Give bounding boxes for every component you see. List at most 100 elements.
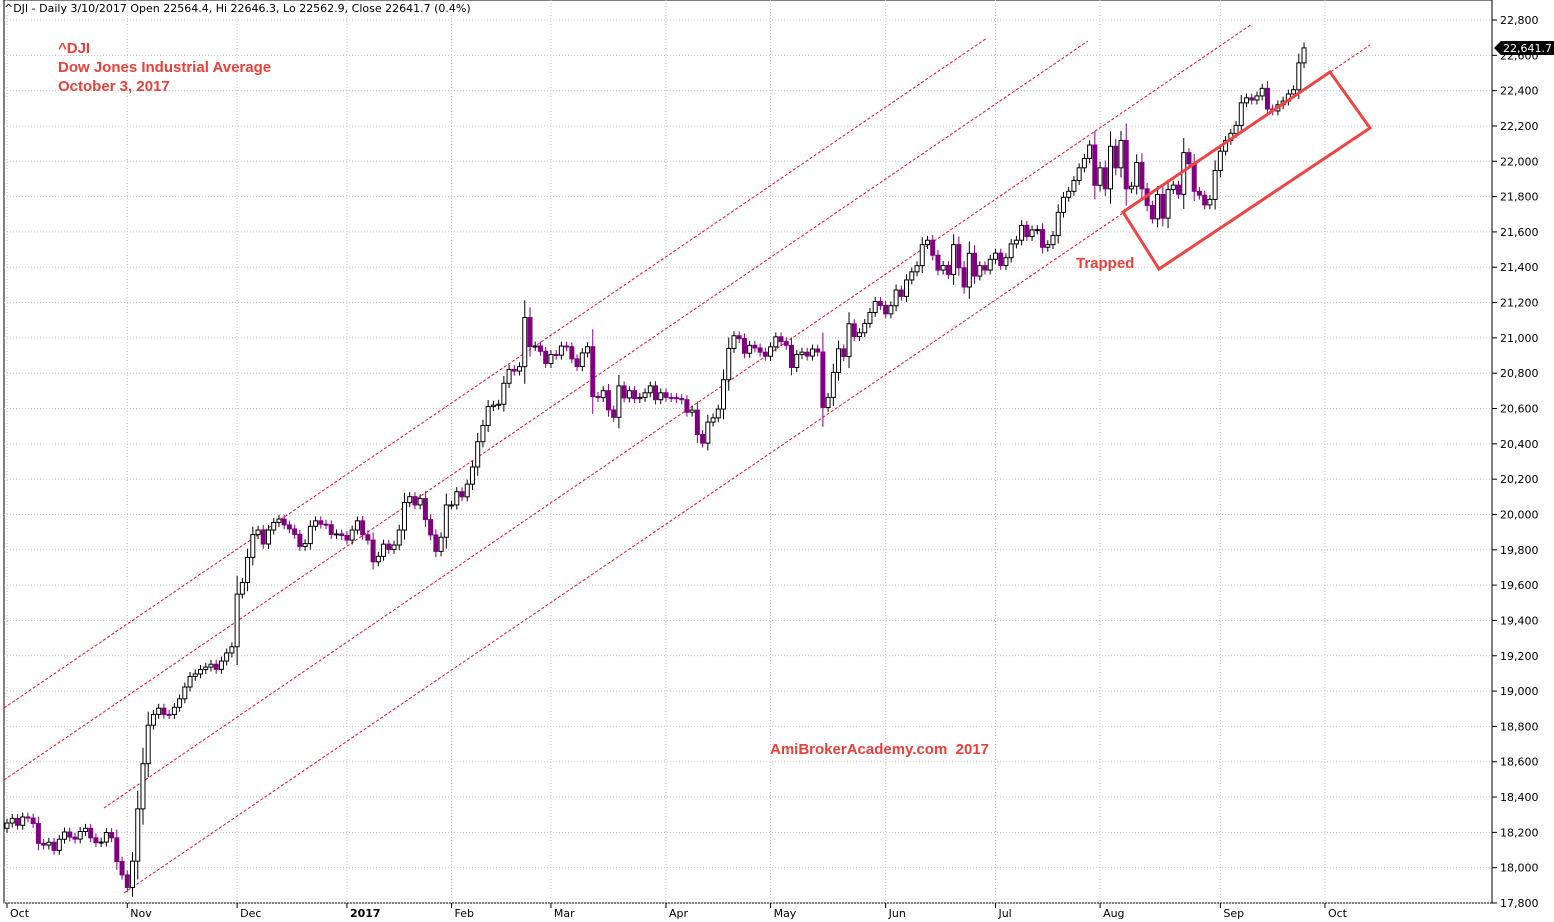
candle: [130, 851, 136, 897]
candle: [794, 349, 800, 373]
candle: [501, 375, 507, 412]
candle: [872, 297, 878, 317]
candle: [354, 516, 360, 535]
candle: [245, 548, 251, 592]
candle: [600, 386, 606, 402]
candle: [323, 519, 329, 530]
candle: [454, 487, 460, 510]
candle: [103, 828, 109, 847]
candle: [1244, 93, 1250, 108]
candle: [422, 491, 428, 527]
candle: [449, 500, 455, 510]
candle: [1024, 220, 1030, 241]
candle: [752, 340, 758, 353]
candle: [140, 747, 146, 825]
candle: [579, 348, 585, 372]
y-tick-label: 21,800: [1500, 191, 1539, 204]
y-tick-label: 22,200: [1500, 120, 1539, 133]
trapped-box: [1120, 69, 1373, 272]
candle: [930, 234, 936, 261]
candle: [72, 832, 78, 844]
candle: [82, 823, 88, 836]
candle: [496, 399, 502, 410]
x-tick-label: Sep: [1223, 907, 1244, 920]
candle: [506, 364, 512, 389]
y-tick-label: 21,600: [1500, 226, 1539, 239]
x-tick-label: May: [774, 907, 797, 920]
candle: [862, 318, 868, 338]
candle: [585, 342, 591, 358]
candle: [229, 642, 235, 658]
candle: [396, 524, 402, 551]
candle: [522, 300, 528, 384]
x-tick-label: Dec: [240, 907, 261, 920]
candle: [553, 350, 559, 360]
candle: [1254, 91, 1260, 105]
y-tick-label: 22,800: [1500, 14, 1539, 27]
candle: [203, 662, 209, 674]
candle: [778, 332, 784, 347]
candle: [1196, 186, 1202, 200]
candle: [297, 530, 303, 551]
candle: [1217, 144, 1223, 178]
candle: [621, 381, 627, 403]
candle: [611, 405, 617, 422]
candle: [459, 487, 465, 502]
ticker-label: ^DJI: [58, 40, 90, 57]
candle: [574, 354, 580, 371]
candle: [381, 539, 387, 561]
candle: [564, 341, 570, 352]
candle: [1118, 130, 1124, 178]
channel-line: [103, 23, 1253, 809]
candle: [56, 834, 62, 855]
candle: [318, 516, 324, 529]
candle: [721, 369, 727, 420]
candle: [898, 285, 904, 301]
candle: [736, 331, 742, 344]
candle: [1264, 81, 1270, 117]
candle: [14, 813, 20, 830]
candle: [1071, 176, 1077, 196]
candle: [1165, 179, 1171, 229]
y-tick-label: 20,200: [1500, 473, 1539, 486]
y-tick-label: 19,400: [1500, 614, 1539, 627]
candles: [4, 42, 1307, 897]
candle: [407, 492, 413, 507]
candle: [328, 520, 334, 539]
x-tick-label: Mar: [554, 907, 575, 920]
y-tick-label: 20,000: [1500, 508, 1539, 521]
candle: [919, 237, 925, 274]
candle: [825, 392, 831, 412]
candle: [433, 529, 439, 558]
candle: [1013, 235, 1019, 249]
candle: [67, 827, 73, 842]
y-tick-label: 18,600: [1500, 756, 1539, 769]
candle: [88, 823, 94, 843]
candle: [1045, 240, 1051, 252]
candle: [773, 332, 779, 352]
candle: [1249, 93, 1255, 105]
candle: [1081, 154, 1087, 173]
y-tick-label: 17,800: [1500, 897, 1539, 910]
candle: [370, 532, 376, 570]
candle: [365, 530, 371, 545]
candle: [1212, 160, 1218, 210]
candle: [9, 813, 15, 828]
x-axis: Oct Nov Dec 2017 Feb Mar Apr May Jun Jul Aug Sep Oct: [6, 903, 1348, 920]
candle: [924, 235, 930, 250]
candle: [548, 350, 554, 368]
plot-frame: [3, 0, 1493, 904]
grid-lines: [3, 0, 1493, 904]
candle: [62, 827, 68, 844]
candle: [532, 341, 538, 351]
candle: [783, 337, 789, 350]
candle: [1123, 123, 1129, 206]
candle: [4, 818, 10, 833]
candle: [1008, 239, 1014, 263]
candle: [1223, 136, 1229, 156]
candle: [428, 514, 434, 541]
candle: [1202, 190, 1208, 210]
candle: [992, 248, 998, 264]
candle: [1040, 223, 1046, 254]
